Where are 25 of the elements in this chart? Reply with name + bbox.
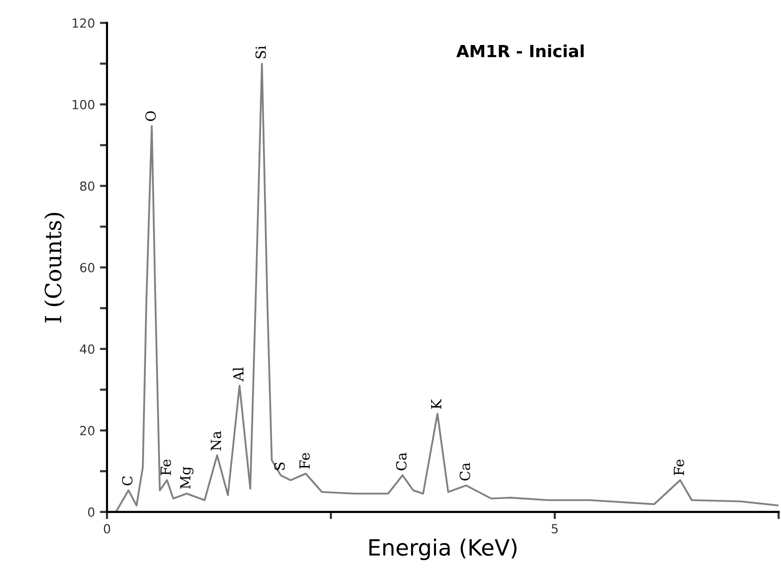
y-tick-label: 100: [72, 100, 94, 110]
annotation: Ca: [396, 452, 407, 470]
x-tick-label: 5: [552, 524, 558, 534]
annotation: Ca: [460, 462, 470, 481]
annotation: Mg: [180, 466, 194, 489]
y-tick-label: 40: [80, 344, 94, 354]
annotation: Al: [232, 367, 244, 382]
y-tick-label: 20: [80, 426, 94, 436]
annotation: Fe: [674, 460, 684, 476]
line-series: [116, 62, 779, 512]
annotation: Fe: [160, 460, 172, 476]
y-tick-label: 80: [80, 181, 94, 191]
annotation: C: [122, 476, 133, 486]
annotation: Na: [210, 431, 222, 450]
annotation: O: [145, 111, 156, 122]
y-tick-label: 120: [72, 18, 94, 28]
annotation: Fe: [300, 453, 310, 469]
annotation: S: [274, 462, 285, 470]
text: AM1R - Inicial: [456, 44, 584, 58]
annotation: Si: [255, 46, 266, 58]
x-axis-title: Energia (KeV): [369, 538, 517, 560]
y-axis-title: I (Counts): [44, 212, 65, 322]
annotation: K: [431, 398, 442, 409]
y-tick-label: 60: [80, 262, 94, 272]
y-tick-label: 0: [88, 507, 94, 517]
